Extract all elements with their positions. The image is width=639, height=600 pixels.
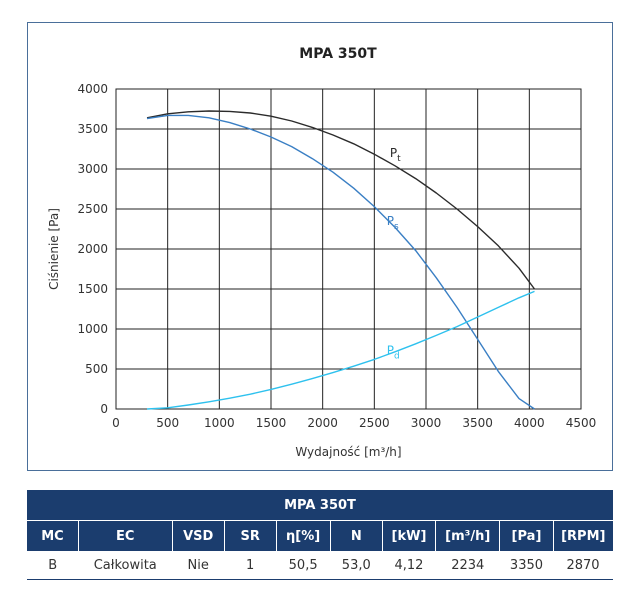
col-header-n: N <box>329 520 383 551</box>
cell-n: 53,0 <box>330 551 383 580</box>
performance-chart: MPA 350T 0 500 1000 1500 2000 2500 3000 3500 400… <box>47 46 597 459</box>
x-tick-label: 2500 <box>359 416 390 430</box>
cell-sr: 1 <box>224 551 277 580</box>
col-header-flow: [m³/h] <box>435 520 500 551</box>
y-tick-label: 4000 <box>77 82 108 96</box>
y-tick-label: 1000 <box>77 322 108 336</box>
x-tick-label: 3000 <box>411 416 442 430</box>
x-tick-label: 1500 <box>256 416 287 430</box>
y-tick-label: 2500 <box>77 202 108 216</box>
spec-table: MPA 350T MC EC VSD SR η[%] N [kW] [m³/h]… <box>27 490 613 580</box>
cell-ec: Całkowita <box>78 551 173 580</box>
x-tick-label: 4500 <box>566 416 597 430</box>
cell-power: 4,12 <box>382 551 436 580</box>
cell-mc: B <box>27 551 79 580</box>
y-tick-label: 3000 <box>77 162 108 176</box>
chart-title: MPA 350T <box>299 46 377 62</box>
col-header-sr: SR <box>223 520 277 551</box>
y-tick-label: 1500 <box>77 282 108 296</box>
y-tick-label: 500 <box>85 362 108 376</box>
series-line-pd <box>146 290 535 410</box>
col-header-rpm: [RPM] <box>552 520 613 551</box>
y-tick-label: 2000 <box>77 242 108 256</box>
chart-panel: MPA 350T 0 500 1000 1500 2000 2500 3000 3500 400… <box>27 22 613 471</box>
x-tick-label: 3500 <box>462 416 493 430</box>
table-title: MPA 350T <box>27 490 613 521</box>
cell-pressure: 3350 <box>499 551 554 580</box>
col-header-mc: MC <box>27 520 79 551</box>
series-label-pd: Pd <box>387 344 400 362</box>
series-label-pt: Pt <box>390 146 401 164</box>
table-header-row: MC EC VSD SR η[%] N [kW] [m³/h] [Pa] [RP… <box>27 520 613 551</box>
x-tick-label: 4000 <box>514 416 545 430</box>
cell-flow: 2234 <box>435 551 500 580</box>
x-tick-label: 0 <box>112 416 120 430</box>
x-tick-label: 500 <box>156 416 179 430</box>
y-axis-label: Ciśnienie [Pa] <box>47 208 61 290</box>
series-line-pt <box>146 110 536 290</box>
col-header-ec: EC <box>77 520 173 551</box>
y-tick-label: 0 <box>100 402 108 416</box>
col-header-power: [kW] <box>381 520 436 551</box>
x-tick-label: 2000 <box>307 416 338 430</box>
series-line-ps <box>146 114 535 410</box>
x-axis-label: Wydajność [m³/h] <box>295 445 401 459</box>
series-label-ps: Ps <box>387 214 399 232</box>
col-header-efficiency: η[%] <box>275 520 331 551</box>
y-tick-label: 3500 <box>77 122 108 136</box>
cell-efficiency: 50,5 <box>276 551 331 580</box>
x-tick-label: 1000 <box>204 416 235 430</box>
col-header-pressure: [Pa] <box>499 520 554 551</box>
cell-rpm: 2870 <box>553 551 613 580</box>
cell-vsd: Nie <box>172 551 225 580</box>
col-header-vsd: VSD <box>171 520 225 551</box>
table-row: B Całkowita Nie 1 50,5 53,0 4,12 2234 33… <box>27 551 613 580</box>
